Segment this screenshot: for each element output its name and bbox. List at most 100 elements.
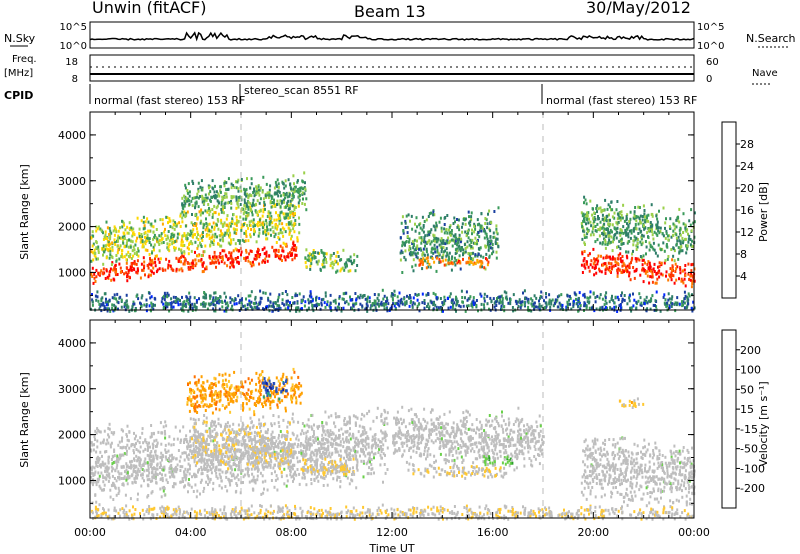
range-cell [201,270,204,274]
range-cell [151,303,154,307]
range-cell [336,250,339,254]
range-cell [505,291,508,295]
range-cell [231,453,234,457]
range-cell [386,299,389,302]
range-cell [123,452,126,456]
range-cell [304,187,307,191]
range-cell [448,251,451,255]
range-cell [396,295,399,299]
range-cell [633,214,636,218]
range-cell [293,208,296,212]
range-cell [133,457,135,461]
range-cell [490,221,493,225]
range-cell [458,254,461,258]
range-cell [415,216,418,220]
range-cell [616,226,619,230]
range-cell [223,233,226,237]
range-cell [98,307,101,311]
range-cell [477,309,479,313]
range-cell [357,295,359,299]
range-cell [393,293,396,297]
range-cell [127,271,130,274]
range-cell [149,260,152,264]
range-cell [613,227,616,231]
range-cell [619,228,622,231]
range-cell [165,238,168,241]
range-cell [236,483,239,487]
range-cell [584,243,586,246]
range-cell [591,213,594,217]
range-cell [256,474,259,478]
range-cell [238,301,241,305]
range-cell [538,303,541,306]
range-cell [665,217,667,221]
range-cell [120,428,123,432]
range-cell [289,210,292,214]
range-cell [92,251,95,255]
range-cell [433,234,436,238]
range-cell [407,213,410,217]
range-cell [99,304,102,308]
range-cell [123,255,126,259]
range-cell [443,295,446,299]
range-cell [229,296,232,300]
range-cell [580,263,583,267]
range-cell [274,191,277,195]
range-cell [213,250,216,254]
range-cell [679,233,682,237]
range-cell [292,301,295,305]
range-cell [440,241,443,245]
range-cell [489,246,492,250]
range-cell [224,306,227,310]
range-cell [487,240,490,243]
range-cell [632,266,635,269]
range-cell [476,238,479,242]
range-cell [298,216,300,220]
range-cell [348,259,351,263]
range-cell [568,294,571,298]
range-cell [142,220,145,224]
range-cell [379,302,382,306]
range-cell [98,430,101,434]
range-cell [94,294,97,298]
range-cell [636,257,639,261]
range-cell [440,226,443,230]
range-cell [106,237,109,241]
range-cell [511,306,514,309]
range-cell [445,263,448,267]
range-cell [288,232,291,236]
range-cell [230,195,233,199]
range-cell [109,269,112,273]
range-cell [107,426,110,430]
range-cell [342,297,345,301]
range-cell [598,234,601,238]
range-cell [664,303,667,306]
range-cell [591,265,594,269]
range-cell [604,271,607,275]
range-cell [338,296,341,300]
range-cell [679,271,682,275]
range-cell [633,298,636,302]
range-cell [432,213,435,217]
range-cell [267,296,270,300]
range-cell [279,244,282,248]
range-cell [691,293,693,297]
range-cell [450,268,453,272]
range-cell [259,223,261,227]
range-cell [210,462,213,466]
range-cell [451,238,454,242]
range-cell [257,307,260,311]
range-cell [401,244,404,248]
range-cell [143,303,146,307]
range-cell [95,257,98,261]
range-cell [111,261,114,265]
range-cell [197,238,200,241]
range-cell [95,268,98,272]
range-cell [682,231,685,234]
range-cell [93,272,96,276]
range-cell [227,257,230,261]
range-cell [311,256,314,260]
range-cell [150,434,153,438]
range-cell [91,244,94,248]
range-cell [204,267,207,271]
